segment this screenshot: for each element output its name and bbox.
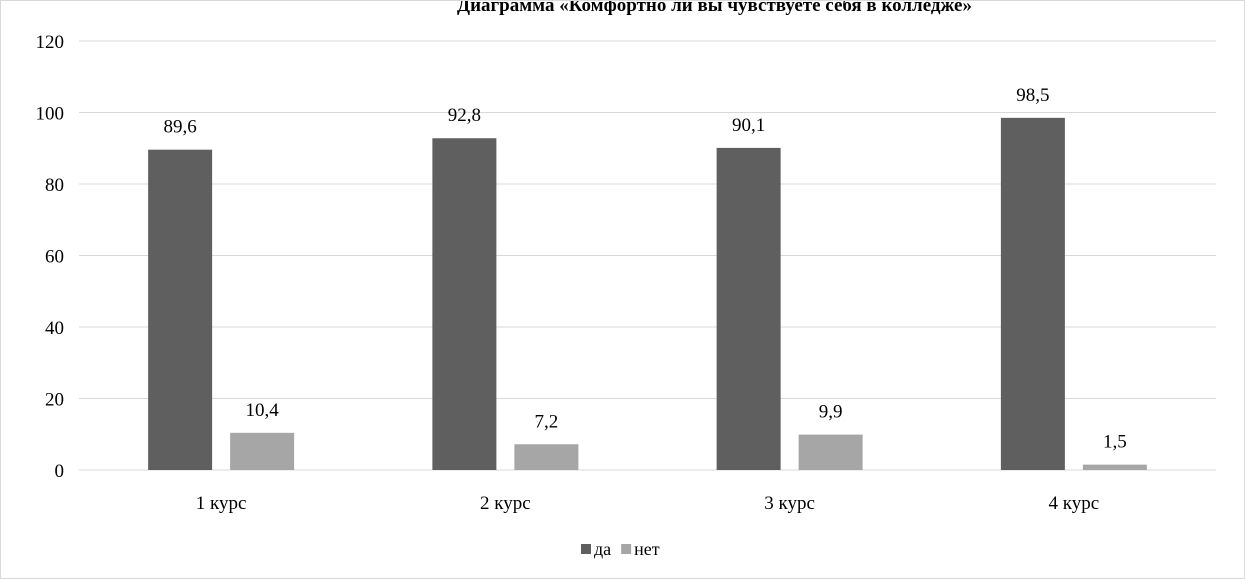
data-label: 98,5: [1016, 85, 1049, 106]
bar-da: [432, 138, 497, 471]
data-label: 9,9: [819, 402, 843, 423]
data-label: 89,6: [164, 117, 197, 138]
data-label: 10,4: [246, 400, 280, 421]
bar-net: [1082, 464, 1147, 470]
data-label: 7,2: [535, 411, 559, 432]
x-tick-label: 4 курс: [1049, 493, 1100, 514]
data-label: 1,5: [1103, 432, 1127, 453]
legend-swatch-net: [621, 544, 632, 554]
y-tick-label: 100: [36, 104, 65, 125]
y-tick-label: 20: [45, 390, 64, 411]
legend-label: нет: [634, 539, 660, 559]
bar-da: [148, 149, 213, 470]
bar-net: [230, 432, 295, 470]
data-label: 90,1: [732, 115, 765, 136]
x-tick-label: 1 курс: [196, 493, 247, 514]
bar-da: [716, 147, 781, 470]
bar-net: [514, 444, 579, 470]
x-tick-label: 2 курс: [480, 493, 531, 514]
bar-net: [798, 434, 863, 470]
x-tick-label: 3 курс: [764, 493, 815, 514]
data-label: 92,8: [448, 105, 481, 126]
legend-swatch-da: [581, 544, 591, 554]
y-tick-label: 0: [55, 461, 65, 482]
y-tick-label: 40: [45, 318, 64, 339]
y-tick-label: 80: [45, 175, 64, 196]
y-tick-label: 60: [45, 247, 64, 268]
legend-label: да: [594, 539, 611, 559]
y-tick-label: 120: [36, 32, 65, 53]
bar-da: [1000, 117, 1065, 471]
chart-title: Диаграмма «Комфортно ли вы чувствуете се…: [457, 0, 972, 16]
